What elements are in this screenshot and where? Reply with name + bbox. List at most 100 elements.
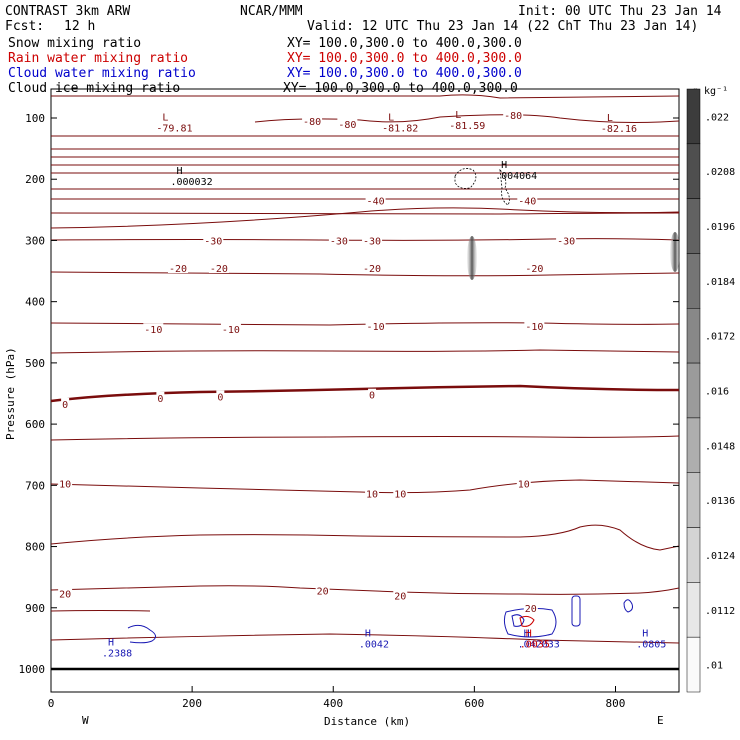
y-tick-label: 400 xyxy=(25,296,45,309)
contour-plus-20 xyxy=(50,585,680,595)
temp-contour-label: -10 xyxy=(367,322,385,333)
valid-time: Valid: 12 UTC Thu 23 Jan 14 (22 ChT Thu … xyxy=(307,19,698,34)
x-axis-label: Distance (km) xyxy=(324,715,410,728)
temp-contour-label: 0 xyxy=(217,393,223,404)
temp-contour-label: 0 xyxy=(369,391,375,402)
x-tick-label: 400 xyxy=(323,697,343,710)
fcst-label: Fcst: xyxy=(5,19,44,34)
temp-label-bg xyxy=(220,323,241,335)
colorbar-swatch xyxy=(686,88,701,145)
legend-rain: Rain water mixing ratio xyxy=(8,51,188,66)
temp-label-bg xyxy=(143,323,164,335)
contour-plus-25 xyxy=(50,610,151,612)
temp-contour-label: -80 xyxy=(338,120,356,131)
temp-label-bg xyxy=(365,194,386,206)
colorbar-label: .0184 xyxy=(705,277,735,288)
y-tick-label: 800 xyxy=(25,541,45,554)
colorbar-swatch xyxy=(686,143,701,199)
temperature-labels: -80 -80 -80 -40 -40 -30 -30 -30 -30 -20 -20 -20 -20 -… xyxy=(58,108,577,615)
colorbar-swatch xyxy=(686,362,701,419)
y-tick-label: 200 xyxy=(25,173,45,186)
cloud-contour-column xyxy=(571,595,581,627)
extremum-value: .0042 xyxy=(359,639,389,650)
extremum-value: .2388 xyxy=(102,649,132,660)
contour-minus-30 xyxy=(50,238,680,241)
temp-label-bg xyxy=(362,234,383,246)
cloud-contour-center-outer xyxy=(503,607,557,638)
colorbar-swatch xyxy=(686,582,701,638)
extremum-kind: L xyxy=(607,113,613,124)
temp-contour-label: -10 xyxy=(144,325,162,336)
colorbar: g kg⁻¹ .022 .0208 .0196 .0184 .0172 .016 .0148… xyxy=(686,86,735,693)
y-tick-label: 100 xyxy=(25,112,45,125)
temp-label-bg xyxy=(393,589,408,601)
contour-plus-15 xyxy=(50,524,680,551)
colorbar-swatch xyxy=(686,198,701,254)
temp-contour-label: 0 xyxy=(62,400,68,411)
y-tick-label: 1000 xyxy=(19,663,46,676)
temp-contour-label: -30 xyxy=(204,236,222,247)
extremum-kind: H xyxy=(108,638,114,649)
cloud-water-contours xyxy=(127,595,633,644)
temp-contour-label: 20 xyxy=(525,604,537,615)
contour-plus-10 xyxy=(50,479,680,494)
temp-label-bg xyxy=(315,584,330,596)
temp-label-bg xyxy=(523,601,538,613)
temperature-contours xyxy=(50,94,680,644)
temp-label-bg xyxy=(365,487,380,499)
colorbar-label: .0148 xyxy=(705,441,735,452)
snow-core-600km xyxy=(467,236,477,280)
temp-contour-label: -10 xyxy=(222,325,240,336)
extremum-kind: H xyxy=(365,628,371,639)
x-tick-label: 200 xyxy=(182,697,202,710)
temp-label-bg xyxy=(168,261,189,273)
contour-plus-30 xyxy=(50,633,680,644)
extrema-labels: L-79.81L-81.82L-81.59L-82.16H.000032H.00… xyxy=(102,110,666,660)
temp-contour-label: 10 xyxy=(59,479,71,490)
extremum-value: -81.82 xyxy=(382,123,418,134)
extremum-kind: L xyxy=(388,112,394,123)
extremum-value: .004064 xyxy=(495,171,537,182)
temp-label-bg xyxy=(517,194,538,206)
snow-contour-small xyxy=(454,168,477,189)
colorbar-label: .0208 xyxy=(705,167,735,178)
temp-contour-label: 20 xyxy=(394,592,406,603)
y-tick-label: 500 xyxy=(25,357,45,370)
temp-contour-label: -10 xyxy=(525,322,543,333)
temp-contour-label: 10 xyxy=(518,479,530,490)
temp-label-bg xyxy=(393,487,408,499)
extremum-kind: L xyxy=(455,110,461,121)
colorbar-swatch xyxy=(686,527,701,583)
temp-contour-label: 20 xyxy=(317,587,329,598)
west-label: W xyxy=(82,714,89,727)
x-tick-label: 0 xyxy=(48,697,55,710)
temp-contour-label: -80 xyxy=(303,117,321,128)
chart-title: CONTRAST 3km ARW xyxy=(5,4,130,19)
snow-core-890km xyxy=(670,232,680,272)
contour-tropopause-1 xyxy=(51,94,680,99)
east-label: E xyxy=(657,714,664,727)
extremum-value: -82.16 xyxy=(601,124,637,135)
extremum-kind: H xyxy=(501,160,507,171)
extremum-value: -81.59 xyxy=(449,121,485,132)
cloud-contour-east xyxy=(623,599,633,613)
colorbar-swatch xyxy=(686,308,701,364)
extremum-value: -79.81 xyxy=(156,123,192,134)
colorbar-unit: g kg⁻¹ xyxy=(692,86,728,97)
temp-contour-label: -40 xyxy=(518,197,536,208)
temp-label-bg xyxy=(61,397,70,409)
y-axis-label: Pressure (hPa) xyxy=(4,347,17,440)
temp-contour-label: 10 xyxy=(394,489,406,500)
x-tick-label: 600 xyxy=(464,697,484,710)
contour-minus-5 xyxy=(50,349,680,354)
temp-label-bg xyxy=(58,587,73,599)
colorbar-label: .0136 xyxy=(705,496,735,507)
contour-minus-50 xyxy=(50,212,680,215)
extremum-value: .0035 xyxy=(520,639,550,650)
extremum-kind: H xyxy=(642,628,648,639)
colorbar-swatch xyxy=(686,472,701,528)
temp-contour-label: -20 xyxy=(363,264,381,275)
legend-cloud: Cloud water mixing ratio xyxy=(8,66,196,81)
legend-snow: Snow mixing ratio xyxy=(8,36,141,51)
